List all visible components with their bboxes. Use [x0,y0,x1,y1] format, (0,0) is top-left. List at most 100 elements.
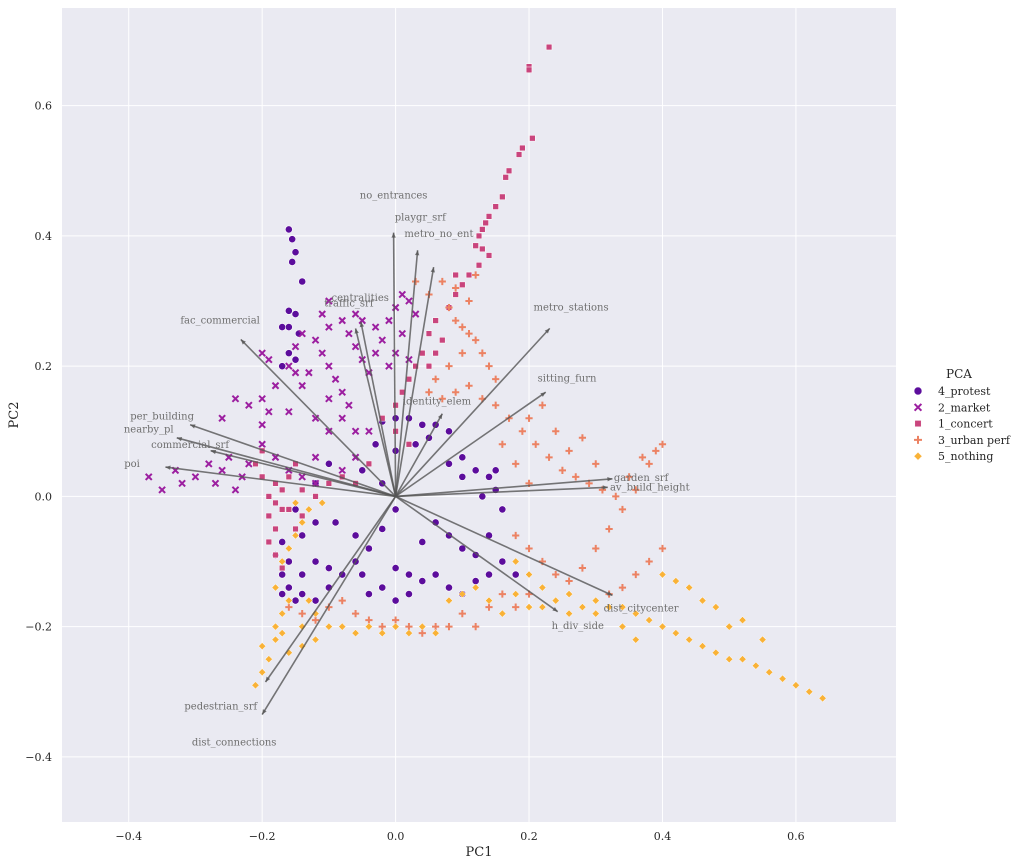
data-point [378,336,387,344]
data-point [311,518,320,527]
data-point [479,245,486,253]
data-point [418,420,427,429]
data-point [485,362,493,370]
data-point [278,609,287,618]
data-point [492,375,500,383]
data-point [265,512,272,520]
y-tick-labels: −0.4 −0.2 0.0 0.2 0.4 0.6 [25,100,52,764]
series-2-market [144,290,420,494]
data-point [305,368,313,377]
loading-arrowhead [262,709,267,715]
loading-label: commercial_srf [151,440,230,451]
data-point [298,473,306,481]
data-point [265,493,272,500]
data-point [311,596,320,605]
data-point [652,447,660,455]
data-point [285,473,292,480]
data-point [525,603,533,612]
data-point [671,577,680,586]
loading-arrow [395,495,559,613]
data-point [698,642,707,651]
legend-marker [914,435,922,444]
data-point [591,609,600,618]
data-point [511,557,520,566]
data-point [538,583,547,592]
loading-arrowhead [544,328,550,334]
data-point [405,623,413,631]
data-point [631,609,640,618]
data-point [284,544,293,553]
data-point [271,583,280,592]
legend-label: 3_urban perf [938,434,1011,447]
data-point [525,414,533,422]
data-point [618,622,627,631]
data-point [311,453,320,462]
loading-label: playgr_srf [395,213,447,224]
loading-arrow [165,466,396,498]
legend-label: 4_protest [938,385,991,398]
data-point [278,362,287,371]
data-point [331,375,340,383]
data-point [498,609,507,618]
loading-arrowhead [359,321,365,328]
y-axis-title: PC2 [7,402,22,429]
data-point [498,440,506,448]
data-point [525,544,533,553]
data-point [445,362,453,370]
data-point [658,544,667,553]
data-point [711,648,720,657]
data-point [298,610,306,618]
data-point [284,225,293,234]
data-point [445,427,453,436]
loading-arrowhead [540,392,546,397]
series-4-protest [271,225,520,605]
data-point [278,538,287,546]
data-point [485,603,493,611]
loading-arrow [261,495,397,715]
legend-marker [913,386,923,396]
data-point [592,544,600,553]
data-point [391,505,400,514]
data-point [298,329,306,338]
data-point [458,610,466,618]
data-point [485,596,493,605]
loading-label: sitting_furn [538,374,597,385]
data-point [778,674,787,683]
data-point [272,499,279,507]
data-point [279,564,286,572]
loading-label: no_entrances [360,191,428,202]
legend-entry: 1_concert [914,418,993,431]
data-point [471,583,480,592]
data-point [298,531,307,540]
data-point [264,655,273,664]
data-point [291,248,300,257]
y-tick-label: 0.0 [35,490,53,503]
data-point [351,342,360,351]
loading-label: fac_commercial [180,316,260,327]
data-point [445,583,453,592]
data-point [311,336,320,344]
loading-label: identity_elem [403,396,472,407]
data-point [278,570,287,579]
data-point [625,473,633,481]
data-point [298,570,307,579]
series-5-nothing [251,498,827,703]
data-point [519,144,526,152]
data-point [565,590,574,599]
data-point [391,622,400,631]
data-point [591,596,600,605]
data-point [404,629,413,638]
data-point [365,427,373,436]
data-point [452,271,459,279]
data-point [318,310,326,318]
data-point [478,492,487,501]
data-point [698,596,707,605]
data-point [325,323,333,331]
scatter-points [144,43,827,703]
data-point [271,635,280,644]
data-point [505,167,513,174]
data-point [465,297,473,305]
data-point [338,466,346,475]
data-point [371,440,380,449]
data-point [284,306,293,315]
